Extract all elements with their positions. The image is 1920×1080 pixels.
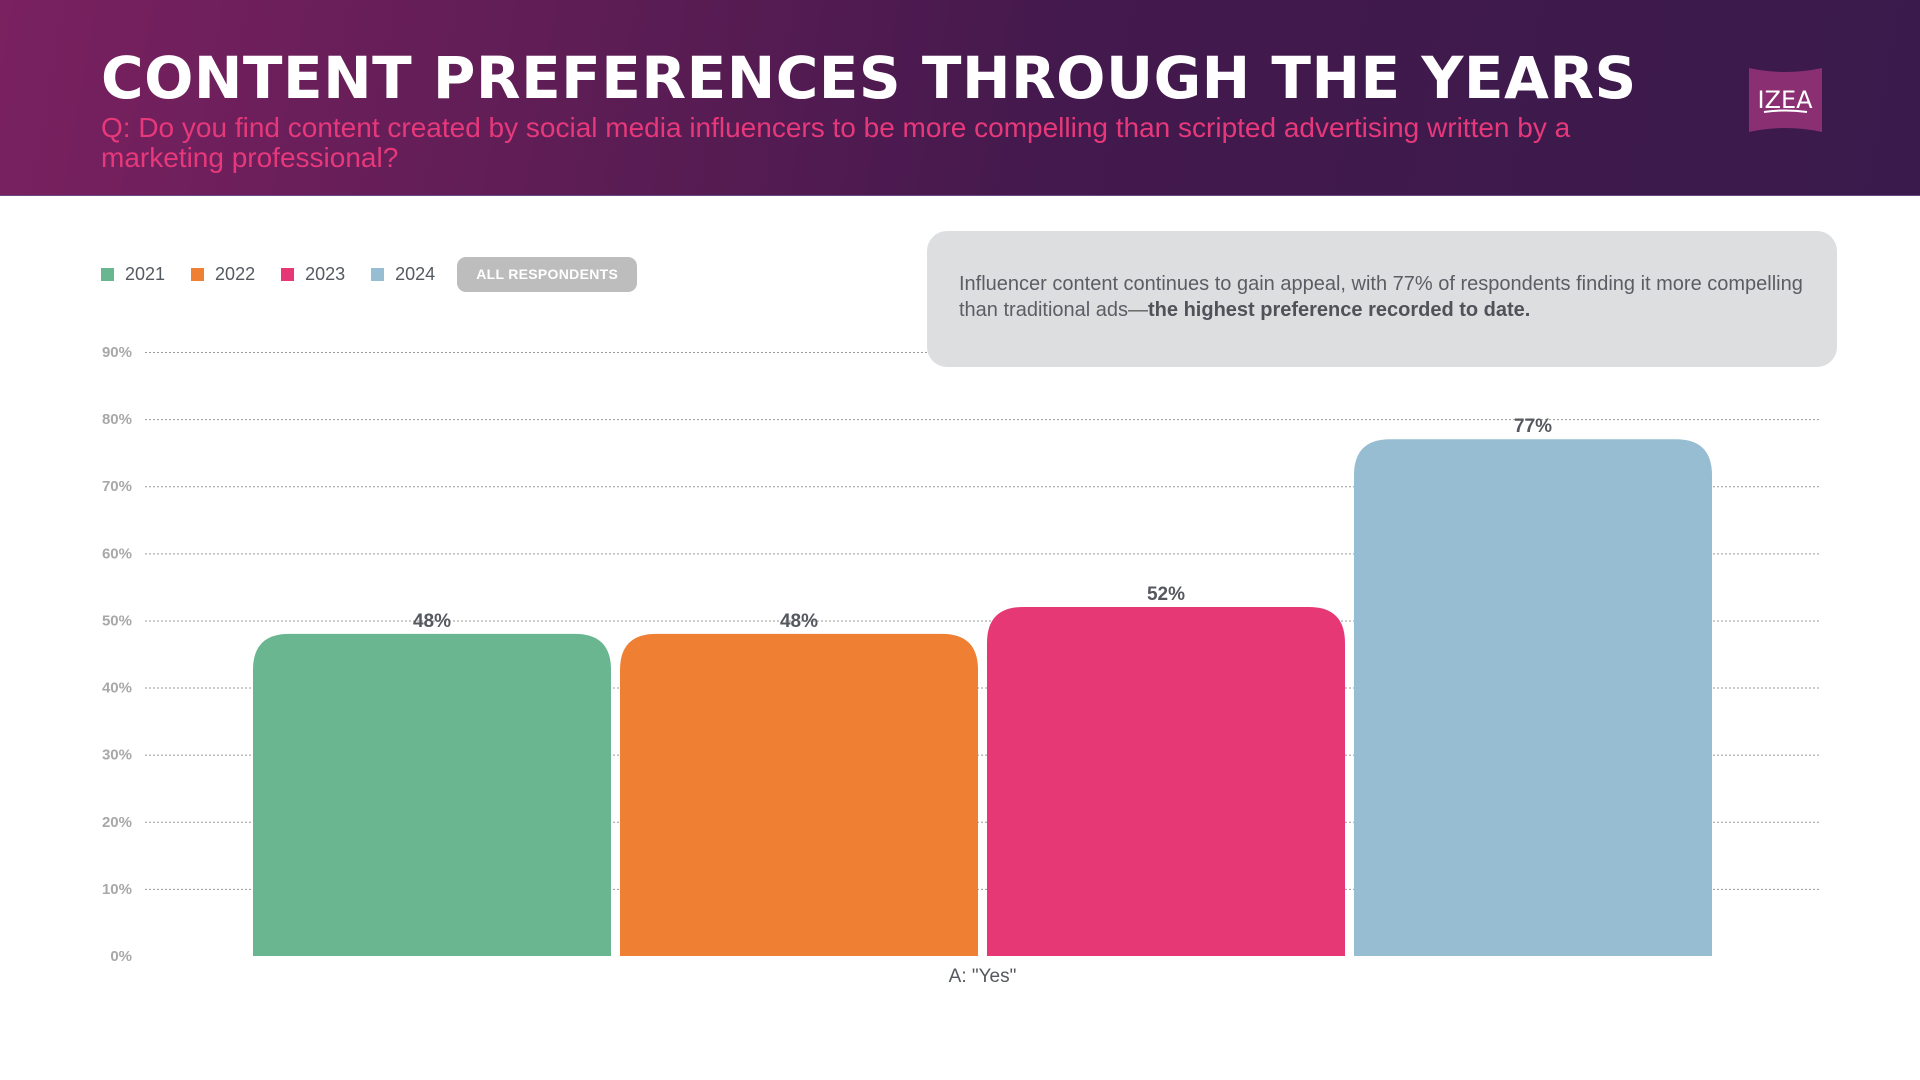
- y-tick-label: 40%: [102, 680, 132, 697]
- legend-item-2021: 2021: [101, 264, 165, 285]
- data-label-2023: 52%: [1147, 584, 1185, 605]
- legend-label: 2021: [125, 263, 166, 284]
- callout-body: Influencer content continues to gain app…: [959, 273, 1803, 321]
- bar-2022: [620, 633, 978, 956]
- insight-callout: Influencer content continues to gain app…: [927, 231, 1837, 367]
- callout-text: Influencer content continues to gain app…: [959, 271, 1819, 323]
- data-label-2024: 77%: [1514, 416, 1552, 437]
- y-tick-label: 30%: [102, 747, 132, 764]
- callout-highlight: the highest preference recorded to date.: [1148, 299, 1531, 321]
- legend-swatch: [281, 267, 295, 281]
- legend-label: 2022: [215, 263, 256, 284]
- y-tick-label: 50%: [102, 612, 132, 629]
- x-category-label: A: "Yes": [949, 966, 1017, 987]
- y-tick-label: 10%: [102, 881, 132, 898]
- bar-2023: [987, 607, 1345, 956]
- y-tick-label: 60%: [102, 545, 132, 562]
- all-respondents-button[interactable]: ALL RESPONDENTS: [457, 256, 638, 292]
- data-label-2022: 48%: [780, 611, 818, 632]
- y-tick-label: 70%: [102, 478, 132, 495]
- y-tick-label: 80%: [102, 411, 132, 428]
- legend-item-2022: 2022: [191, 264, 255, 285]
- data-label-2021: 48%: [413, 611, 451, 632]
- legend-item-2023: 2023: [281, 264, 345, 285]
- bar-2024: [1354, 439, 1712, 956]
- page-title: CONTENT PREFERENCES THROUGH THE YEARS: [101, 44, 1637, 112]
- izea-logo-icon: IZEA: [1749, 68, 1822, 132]
- logo-text: IZEA: [1757, 86, 1813, 114]
- header-banner: CONTENT PREFERENCES THROUGH THE YEARS Q:…: [0, 0, 1920, 196]
- y-tick-label: 0%: [110, 948, 132, 965]
- legend-label: 2023: [305, 263, 346, 284]
- legend-label: 2024: [395, 263, 436, 284]
- y-tick-label: 90%: [102, 344, 132, 361]
- bar-2021: [253, 633, 611, 956]
- legend-swatch: [371, 267, 385, 281]
- survey-question: Q: Do you find content created by social…: [101, 112, 1571, 173]
- legend-item-2024: 2024: [371, 264, 435, 285]
- chart-legend: 2021 2022 2023 2024 ALL RESPONDENTS: [101, 256, 638, 292]
- y-tick-label: 20%: [102, 814, 132, 831]
- legend-swatch: [191, 267, 205, 281]
- legend-swatch: [101, 267, 114, 281]
